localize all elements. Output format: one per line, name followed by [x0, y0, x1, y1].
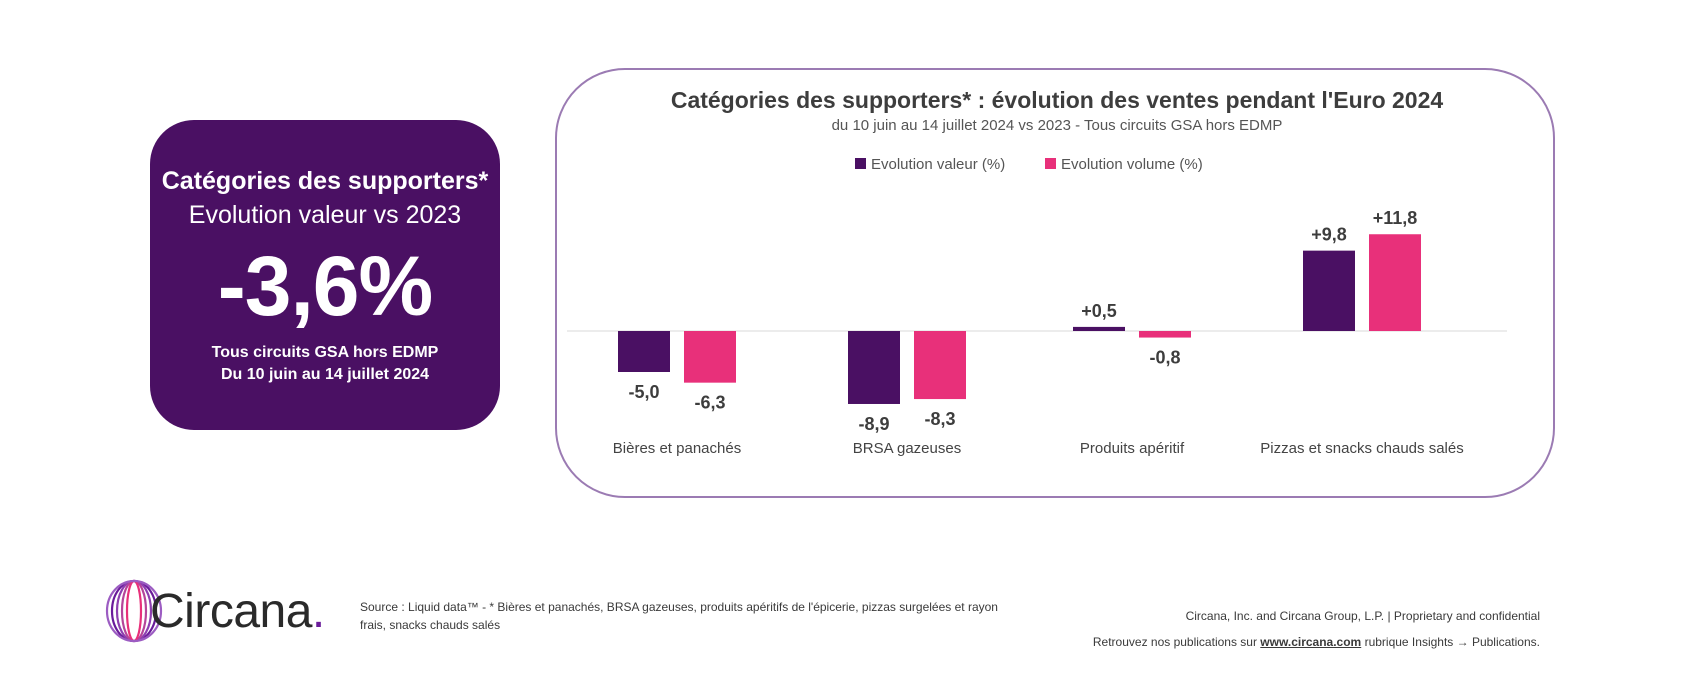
- circana-wordmark: Circana.: [150, 584, 325, 640]
- legend-swatch-1: [855, 158, 866, 169]
- chart-data-labels: -5,0 -6,3 -8,9 -8,3 +0,5 -0,8 +9,8 +11,8: [628, 208, 1417, 434]
- chart-subtitle: du 10 juin au 14 juillet 2024 vs 2023 - …: [832, 117, 1283, 134]
- legal-note: Circana, Inc. and Circana Group, L.P. | …: [1080, 603, 1540, 655]
- legal-prefix: Retrouvez nos publications sur: [1092, 635, 1261, 649]
- source-note: Source : Liquid data™ - * Bières et pana…: [360, 598, 1040, 634]
- data-label-1-2: -8,9: [858, 414, 889, 434]
- bar-2-1: [684, 331, 736, 383]
- bar-1-3: [1073, 326, 1125, 331]
- kpi-period: Du 10 juin au 14 juillet 2024: [220, 366, 430, 383]
- logo-dot: .: [311, 585, 325, 638]
- data-label-1-4: +9,8: [1311, 225, 1347, 245]
- bar-1-4: [1303, 250, 1355, 331]
- circana-website-link[interactable]: www.circana.com: [1260, 635, 1362, 649]
- legal-suffix: rubrique Insights → Publications.: [1361, 635, 1540, 649]
- kpi-value: -3,6%: [217, 239, 433, 333]
- bar-2-3: [1139, 331, 1191, 338]
- legal-line-2: Retrouvez nos publications sur www.circa…: [1080, 629, 1540, 655]
- legend-swatch-2: [1045, 158, 1056, 169]
- kpi-scope: Tous circuits GSA hors EDMP: [211, 344, 439, 361]
- kpi-subtitle: Evolution valeur vs 2023: [188, 201, 462, 229]
- data-label-1-3: +0,5: [1081, 301, 1117, 321]
- data-label-2-1: -6,3: [694, 393, 725, 413]
- category-label-4: Pizzas et snacks chauds salés: [1260, 440, 1463, 457]
- legend-label-1: Evolution valeur (%): [871, 156, 1005, 173]
- bar-1-2: [848, 331, 900, 404]
- legal-line-1: Circana, Inc. and Circana Group, L.P. | …: [1185, 609, 1540, 623]
- chart-bars: [567, 234, 1507, 404]
- category-label-2: BRSA gazeuses: [853, 440, 961, 457]
- circana-logo-mark: [105, 579, 163, 643]
- data-label-2-2: -8,3: [924, 409, 955, 429]
- chart-legend: Evolution valeur (%) Evolution volume (%): [855, 156, 1203, 173]
- logo-text: Circana: [150, 585, 312, 638]
- kpi-title: Catégories des supporters*: [161, 167, 489, 195]
- chart-title: Catégories des supporters* : évolution d…: [671, 87, 1444, 113]
- legend-label-2: Evolution volume (%): [1061, 156, 1203, 173]
- bar-2-2: [914, 331, 966, 400]
- kpi-card: Catégories des supporters* Evolution val…: [150, 120, 500, 430]
- source-line-2: frais, snacks chauds salés: [360, 618, 501, 632]
- category-label-1: Bières et panachés: [613, 440, 741, 457]
- data-label-1-1: -5,0: [628, 382, 659, 402]
- bar-2-4: [1369, 234, 1421, 331]
- data-label-2-4: +11,8: [1373, 208, 1418, 228]
- data-label-2-3: -0,8: [1149, 348, 1180, 368]
- source-line-1: Source : Liquid data™ - * Bières et pana…: [360, 600, 998, 614]
- chart-category-labels: Bières et panachés BRSA gazeuses Produits …: [613, 440, 1464, 457]
- chart-card: Catégories des supporters* : évolution d…: [555, 68, 1555, 498]
- bar-1-1: [618, 331, 670, 372]
- bar-chart: Catégories des supporters* : évolution d…: [567, 87, 1507, 457]
- category-label-3: Produits apéritif: [1080, 440, 1185, 457]
